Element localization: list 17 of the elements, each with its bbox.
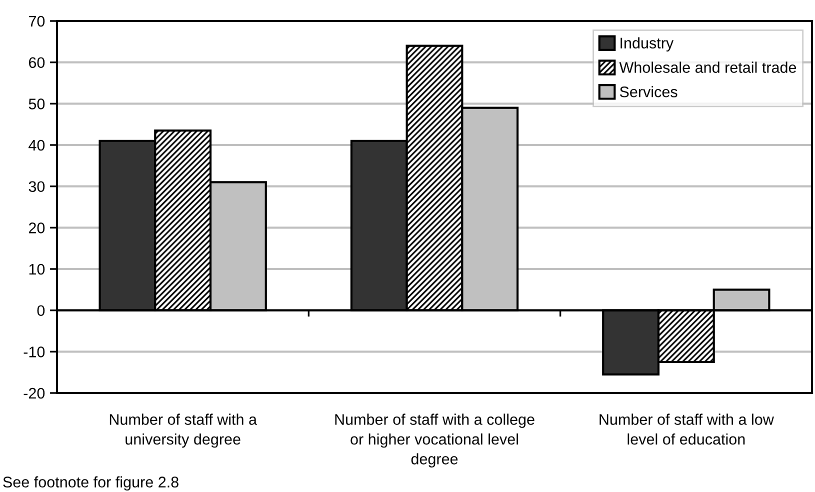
x-tick-label: Number of staff with a university degree [110,414,257,448]
y-tick-label: 30 [28,181,45,192]
y-tick-label: -10 [24,346,45,358]
y-tick-label: 50 [28,98,45,110]
y-tick-label: -20 [24,388,45,399]
y-tick-label: 10 [29,264,45,275]
y-tick-label: 70 [28,16,45,27]
text: See footnote for figure 2.8 [3,476,178,491]
y-tick-label: 20 [28,222,45,234]
x-tick-label: Number of staff with a college or higher vocational level degree [335,414,534,468]
y-tick-label: 60 [28,57,45,68]
y-tick-label: 0 [37,305,45,316]
x-tick-label: Number of staff with a low level of education [600,414,774,445]
legend-label: Industry [620,37,674,52]
legend-label: Wholesale and retail trade [619,62,796,73]
y-tick-label: 40 [28,140,45,151]
legend-label: Services [620,86,678,98]
